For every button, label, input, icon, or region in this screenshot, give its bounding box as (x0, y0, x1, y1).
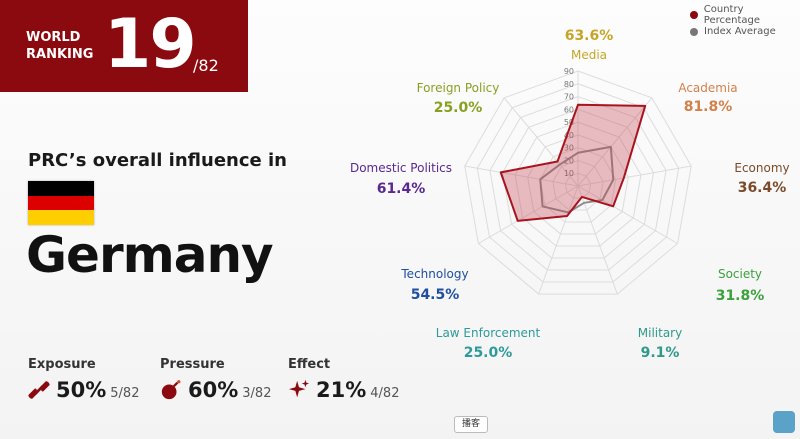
radar-axis-label: Foreign Policy (417, 81, 500, 95)
radar-grid-ring (489, 96, 667, 271)
world-ranking-panel: WORLD RANKING 19 /82 (0, 0, 248, 92)
radar-spoke (577, 185, 618, 295)
flag-stripe-gold (28, 210, 94, 225)
radar-tick-label: 30 (564, 144, 574, 153)
chain-link-icon (28, 381, 50, 399)
radar-spoke (464, 165, 579, 187)
radar-axis-label: Academia (678, 81, 737, 95)
radar-axis-label: Media (571, 48, 607, 62)
radar-value-label: 25.0% (434, 100, 483, 116)
radar-axis-label: Society (718, 267, 762, 281)
corner-app-icon[interactable] (773, 411, 795, 433)
radar-tick-label: 70 (564, 93, 574, 102)
legend-label: Country Percentage (703, 3, 761, 26)
radar-grid-ring (552, 159, 604, 211)
legend-dot-average (690, 27, 698, 36)
radar-axis-label: Economy (734, 161, 789, 175)
chart-legend: Country Percentage Index Average (690, 3, 800, 40)
radar-tick-label: 40 (564, 131, 574, 140)
legend-dot-country (690, 10, 698, 19)
metric-label: Exposure (28, 357, 96, 372)
radar-grid-ring (501, 108, 655, 259)
influence-subtitle: PRC’s overall influence in (28, 150, 287, 171)
radar-value-label: 31.8% (716, 288, 765, 304)
radar-axis-label: Technology (400, 267, 468, 281)
world-ranking-value: 19 (104, 5, 197, 84)
metric-rank: 4/82 (370, 386, 400, 401)
radar-value-label: 61.4% (377, 181, 426, 197)
radar-grid-ring (476, 83, 680, 283)
radar-value-label: 25.0% (464, 345, 513, 361)
metric-value: 50% (56, 378, 107, 402)
metric-rank: 3/82 (242, 386, 272, 401)
sparkle-icon (288, 379, 310, 398)
radar-value-label: 63.6% (565, 28, 614, 44)
metric-label: Pressure (160, 357, 225, 372)
radar-tick-label: 90 (564, 67, 574, 76)
radar-spoke (478, 185, 579, 244)
metric-rank: 5/82 (110, 386, 140, 401)
radar-value-label: 36.4% (738, 180, 787, 196)
radar-spoke (577, 185, 678, 244)
metric-value: 21% (316, 378, 367, 402)
radar-tick-label: 50 (564, 118, 574, 127)
radar-value-label: 54.5% (411, 287, 460, 303)
radar-axis-label: Military (638, 326, 682, 340)
world-ranking-label: WORLD RANKING (26, 30, 94, 62)
radar-grid-ring (539, 147, 617, 223)
world-ranking-total: /82 (193, 56, 219, 75)
radar-spoke (538, 185, 579, 295)
germany-flag-icon (28, 181, 94, 225)
radar-axis-label: Law Enforcement (436, 326, 541, 340)
legend-item-average: Index Average (690, 23, 800, 40)
flag-stripe-red (28, 195, 94, 211)
metric-value: 60% (188, 378, 239, 402)
radar-tick-label: 80 (564, 80, 574, 89)
flag-stripe-black (28, 181, 94, 196)
radar-value-label: 81.8% (684, 99, 733, 115)
radar-axis-label: Domestic Politics (350, 161, 452, 175)
bomb-icon (161, 380, 181, 400)
country-name: Germany (26, 226, 274, 284)
podcast-tab[interactable]: 播客 (454, 416, 488, 433)
radar-grid-ring (564, 172, 592, 199)
metric-exposure: Exposure 50% 5/82 (28, 357, 139, 402)
legend-item-country: Country Percentage (690, 3, 800, 26)
index-average-series (539, 145, 615, 214)
radar-tick-label: 20 (564, 156, 574, 165)
metric-effect: Effect 21% 4/82 (288, 357, 399, 402)
radar-grid-ring (527, 134, 629, 235)
radar-tick-label: 60 (564, 105, 574, 114)
legend-label: Index Average (704, 26, 776, 37)
radar-tick-label: 10 (564, 169, 574, 178)
radar-grid-ring (464, 70, 692, 295)
country-percentage-series (499, 103, 647, 222)
metric-label: Effect (288, 357, 331, 372)
metric-pressure: Pressure 60% 3/82 (160, 357, 271, 402)
radar-spoke (503, 97, 579, 187)
radar-spoke (577, 97, 653, 187)
radar-value-label: 9.1% (641, 345, 680, 361)
radar-spoke (577, 165, 692, 187)
